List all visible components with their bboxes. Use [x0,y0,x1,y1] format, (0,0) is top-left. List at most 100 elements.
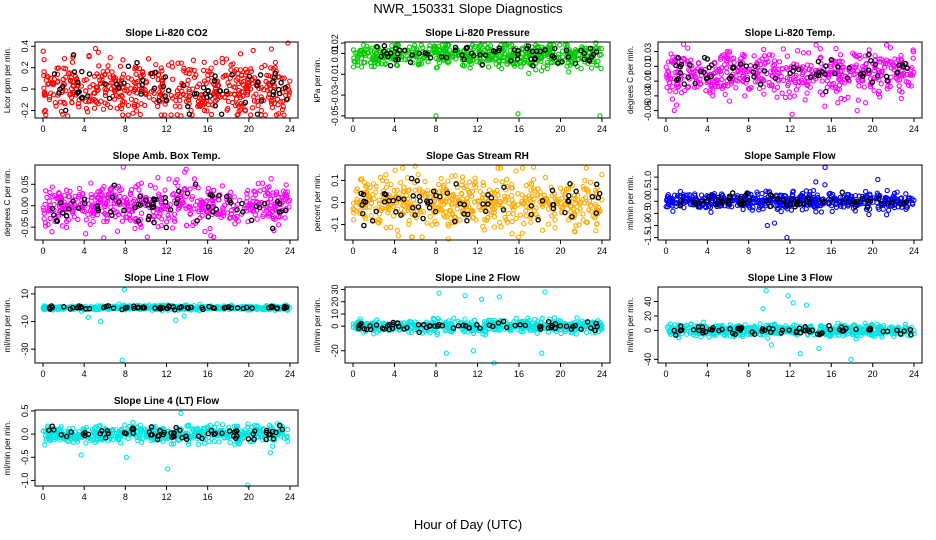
panel-3-outlier-point [854,107,860,114]
panel-1-point [42,91,48,98]
panel-6-ref-point [691,199,698,205]
panel-1-point [41,69,47,75]
panel-3-point [744,74,751,80]
panel-3-point [775,69,781,75]
panel-1-point [196,103,202,109]
panel-3-ref-point [698,68,704,75]
panel-6-point [883,212,890,218]
panel-6-point [903,206,909,212]
panel-1-point [201,99,208,105]
panel-3-point [845,94,851,100]
panel-4-point [187,186,193,192]
panel-1-point [242,108,248,114]
panel-5-point [405,199,411,206]
panel-3-ref-point [884,78,890,84]
panel-4-point [282,215,288,221]
panel-4-point [268,176,274,182]
panel-2-point [477,43,483,49]
panel-3-point [794,48,801,54]
panel-2-point [586,55,592,61]
panel-3-ref-point [757,81,764,87]
panel-5-point [419,234,425,240]
panel-5-point [477,198,483,204]
panel-6-point [762,195,768,202]
panel-5-point [351,217,357,223]
panel-1-point [120,71,127,77]
panel-1-ref-point [156,97,162,104]
panel-2-ref-point [581,56,587,63]
panel-1-point [100,106,107,112]
panel-5-point [357,210,364,217]
panel-3-ref-point [857,71,864,78]
panel-4-point [211,187,217,193]
panel-4-point [207,225,213,232]
panel-7-ylabel: ml/min per min. [3,298,12,353]
panel-1-point [255,102,261,109]
panel-3-point [674,69,680,76]
panel-2-x-tick-label: 24 [597,124,607,134]
panel-5-ref-point [395,195,402,202]
panel-5-ref-point [549,187,556,194]
panel-4-point [272,203,278,210]
panel-2-point [373,58,379,65]
panel-5-point [484,217,490,223]
panel-1-point [86,99,92,105]
panel-2-point [354,59,361,65]
panel-5-point [517,212,524,218]
panel-4-ylabel: degrees C per min. [3,168,12,236]
panel-3-point [752,79,758,85]
panel-1-ref-point [270,92,276,98]
panel-3-point [791,93,797,99]
panel-1-point [208,111,215,118]
panel-5-ref-point [401,196,407,202]
panel-6-ref-point [678,198,684,204]
panel-6-point [708,209,714,215]
panel-6-point [828,202,835,209]
panel-6-point [892,195,898,201]
panel-1-point [233,77,239,83]
panel-1-point [128,76,135,82]
panel-3-ref-point [835,64,841,70]
panel-1-point [169,64,176,70]
panel-3-point [788,76,795,82]
panel-4-ref-point [184,190,191,197]
panel-2-point [556,42,563,48]
panel-1-title: Slope Li-820 CO2 [125,28,208,39]
panel-3-point [871,88,877,94]
panel-4-point [197,206,203,213]
panel-8-point [574,315,580,321]
panel-6-ref-point [836,198,843,204]
panel-1-point [131,79,137,85]
panel-2-point [565,60,571,66]
panel-6-x-tick-label: 12 [785,246,795,256]
panel-4-point [114,228,121,234]
panel-1-point [173,93,179,99]
panel-5-point [424,220,430,226]
panel-2-point [367,47,374,53]
panel-2-point [398,53,404,60]
panel-4-point [56,190,62,196]
panel-4-ref-point [58,199,64,206]
panel-3-point [862,64,868,70]
panel-1-point [168,112,174,118]
panel-4-point [87,221,93,228]
panel-5-point [497,219,503,225]
panel-3-point [727,49,733,55]
panel-5-point [502,196,509,202]
panel-9-title: Slope Line 3 Flow [748,273,833,284]
panel-1-ref-point [85,93,91,99]
panel-4-x-tick-label: 20 [244,246,254,256]
panel-2-point [509,42,515,48]
panel-1-point [272,59,279,66]
panel-1-point [240,89,246,95]
panel-3-point [832,65,838,71]
panel-8-x-tick-label: 12 [472,369,482,379]
panel-3-point [888,65,894,71]
panel-3-point [711,78,717,84]
panel-4-point [171,191,177,197]
panel-6-point [813,209,819,215]
panel-3-point [787,94,793,100]
panel-5-ref-point [501,184,507,190]
panel-4-point [255,180,261,187]
panel-2-point [436,47,442,54]
